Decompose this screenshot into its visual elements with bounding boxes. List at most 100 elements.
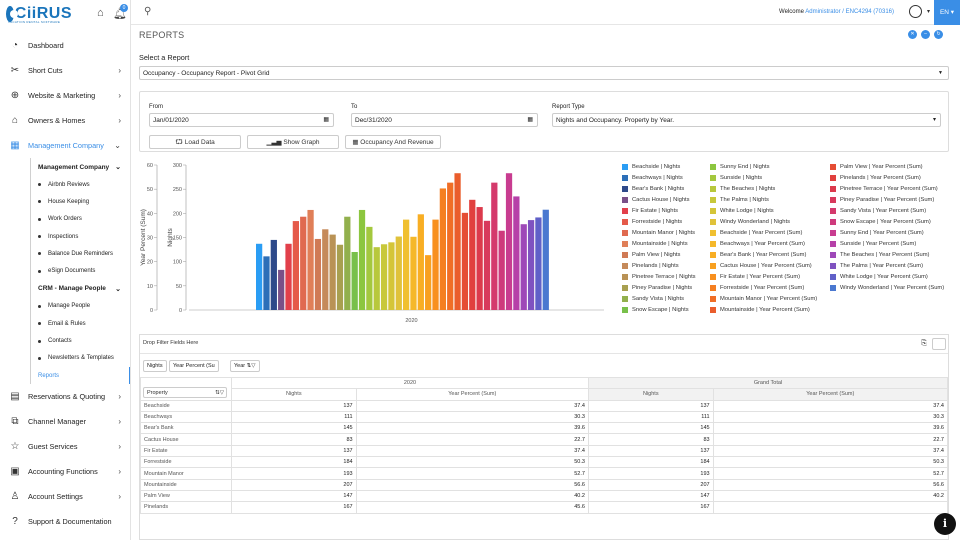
- legend-item[interactable]: Beachside | Year Percent (Sum): [710, 230, 802, 236]
- chart-bar[interactable]: [373, 247, 380, 310]
- show-graph-button[interactable]: ▁▃▅ Show Graph: [247, 135, 339, 149]
- legend-item[interactable]: Sunside | Year Percent (Sum): [830, 241, 916, 247]
- chart-bar[interactable]: [527, 220, 535, 310]
- legend-item[interactable]: Pinelands | Year Percent (Sum): [830, 175, 921, 181]
- legend-item[interactable]: Sunny End | Year Percent (Sum): [830, 230, 924, 236]
- calendar-icon[interactable]: ▦: [323, 117, 329, 123]
- chart-bar[interactable]: [417, 214, 424, 310]
- nav-guest-services[interactable]: ☆ Guest Services ›: [0, 434, 130, 459]
- legend-item[interactable]: Sandy Vista | Year Percent (Sum): [830, 208, 926, 214]
- legend-item[interactable]: Beachways | Year Percent (Sum): [710, 241, 805, 247]
- sub-item-email-rules[interactable]: Email & Rules: [0, 315, 130, 332]
- chart-bar[interactable]: [300, 216, 307, 310]
- legend-item[interactable]: Pinetree Terrace | Year Percent (Sum): [830, 186, 938, 192]
- collapse-icon[interactable]: –: [921, 30, 930, 39]
- chart-bar[interactable]: [322, 229, 329, 310]
- info-button[interactable]: i: [934, 513, 956, 535]
- sub-item-house-keeping[interactable]: House Keeping: [0, 193, 130, 210]
- occupancy-revenue-button[interactable]: ▦ Occupancy And Revenue: [345, 135, 441, 149]
- legend-item[interactable]: The Beaches | Nights: [710, 186, 775, 192]
- legend-item[interactable]: Mountainside | Year Percent (Sum): [710, 307, 810, 313]
- home-icon[interactable]: ⌂: [97, 7, 104, 19]
- load-data-button[interactable]: ⮔ Load Data: [149, 135, 241, 149]
- legend-item[interactable]: The Palms | Nights: [710, 197, 769, 203]
- column-field-chip-year[interactable]: Year ⇅▽: [230, 360, 260, 372]
- chart-bar[interactable]: [336, 244, 344, 310]
- chart-bar[interactable]: [469, 199, 476, 310]
- drop-filter-area[interactable]: Drop Filter Fields Here: [143, 340, 199, 346]
- row-field-chip-property[interactable]: Property ⇅▽: [143, 386, 227, 398]
- chart-bar[interactable]: [535, 217, 542, 310]
- legend-item[interactable]: Fir Estate | Year Percent (Sum): [710, 274, 800, 280]
- export-icon[interactable]: ⎘: [921, 340, 927, 347]
- nav-channel-manager[interactable]: ⧉ Channel Manager ›: [0, 409, 130, 434]
- legend-item[interactable]: Bear's Bank | Year Percent (Sum): [710, 252, 806, 258]
- report-select[interactable]: Occupancy - Occupancy Report - Pivot Gri…: [139, 66, 949, 80]
- chart-bar[interactable]: [344, 216, 351, 310]
- chart-bar[interactable]: [292, 221, 299, 310]
- sub-item-reports[interactable]: Reports: [0, 366, 130, 385]
- legend-item[interactable]: Sandy Vista | Nights: [622, 296, 684, 302]
- search-icon[interactable]: ⚲: [144, 6, 152, 17]
- chart-bar[interactable]: [285, 243, 292, 310]
- chart-bar[interactable]: [461, 212, 469, 310]
- legend-item[interactable]: Palm View | Nights: [622, 252, 680, 258]
- legend-item[interactable]: Forrestside | Nights: [622, 219, 682, 225]
- submenu-crm[interactable]: CRM - Manage People ⌄: [0, 280, 130, 298]
- chart-bar[interactable]: [410, 236, 417, 310]
- fields-button[interactable]: [932, 338, 946, 350]
- sub-item-contacts[interactable]: Contacts: [0, 332, 130, 349]
- chart-bar[interactable]: [432, 219, 439, 310]
- chart-bar[interactable]: [491, 182, 498, 310]
- chart-bar[interactable]: [314, 238, 322, 310]
- legend-item[interactable]: The Beaches | Year Percent (Sum): [830, 252, 929, 258]
- nav-reservations[interactable]: ▤ Reservations & Quoting ›: [0, 384, 130, 409]
- chart-bar[interactable]: [498, 230, 505, 310]
- calendar-icon[interactable]: ▦: [527, 117, 533, 123]
- chart-bar[interactable]: [520, 224, 527, 310]
- submenu-management-company[interactable]: Management Company ⌄: [0, 158, 130, 176]
- user-avatar-icon[interactable]: [909, 5, 922, 18]
- sort-filter-icon[interactable]: ⇅▽: [246, 363, 256, 369]
- legend-item[interactable]: White Lodge | Nights: [710, 208, 774, 214]
- legend-item[interactable]: Pinetree Terrace | Nights: [622, 274, 696, 280]
- chart-bar[interactable]: [380, 244, 388, 310]
- nav-dashboard[interactable]: ◔ Dashboard: [0, 33, 130, 58]
- legend-item[interactable]: Snow Escape | Year Percent (Sum): [830, 219, 931, 225]
- chart-bar[interactable]: [439, 188, 446, 310]
- chart-bar[interactable]: [395, 236, 402, 310]
- sub-item-esign[interactable]: eSign Documents: [0, 262, 130, 279]
- to-date-input[interactable]: Dec/31/2020 ▦: [351, 113, 538, 127]
- legend-item[interactable]: Pinelands | Nights: [622, 263, 679, 269]
- language-selector[interactable]: EN ▾: [934, 0, 960, 25]
- ciirus-logo[interactable]: CiiRUS: [6, 5, 72, 23]
- sort-filter-icon[interactable]: ⇅▽: [215, 389, 224, 396]
- legend-item[interactable]: White Lodge | Year Percent (Sum): [830, 274, 928, 280]
- report-type-select[interactable]: Nights and Occupancy. Property by Year. …: [552, 113, 941, 127]
- legend-item[interactable]: Piney Paradise | Year Percent (Sum): [830, 197, 934, 203]
- legend-item[interactable]: Bear's Bank | Nights: [622, 186, 684, 192]
- legend-item[interactable]: Fir Estate | Nights: [622, 208, 678, 214]
- sub-item-balance-due[interactable]: Balance Due Reminders: [0, 245, 130, 262]
- chart-bar[interactable]: [483, 220, 491, 310]
- data-field-chip-nights[interactable]: Nights: [143, 360, 167, 372]
- chart-bar[interactable]: [542, 209, 549, 310]
- legend-item[interactable]: Mountain Manor | Year Percent (Sum): [710, 296, 817, 302]
- chart-bar[interactable]: [270, 239, 277, 310]
- sub-item-manage-people[interactable]: Manage People: [0, 298, 130, 315]
- nav-accounting[interactable]: ▣ Accounting Functions ›: [0, 459, 130, 484]
- chart-bar[interactable]: [263, 256, 270, 310]
- legend-item[interactable]: Snow Escape | Nights: [622, 307, 689, 313]
- legend-item[interactable]: Beachside | Nights: [622, 164, 680, 170]
- chart-bar[interactable]: [388, 242, 395, 310]
- caret-down-icon[interactable]: ▾: [926, 9, 930, 15]
- close-icon[interactable]: ✕: [908, 30, 917, 39]
- legend-item[interactable]: Mountain Manor | Nights: [622, 230, 695, 236]
- chart-bar[interactable]: [256, 243, 263, 310]
- chart-bar[interactable]: [447, 182, 454, 310]
- legend-item[interactable]: Cactus House | Year Percent (Sum): [710, 263, 812, 269]
- legend-item[interactable]: Sunny End | Nights: [710, 164, 770, 170]
- legend-item[interactable]: Forrestside | Year Percent (Sum): [710, 285, 804, 291]
- chart-bar[interactable]: [476, 207, 483, 310]
- chart-bar[interactable]: [278, 269, 285, 310]
